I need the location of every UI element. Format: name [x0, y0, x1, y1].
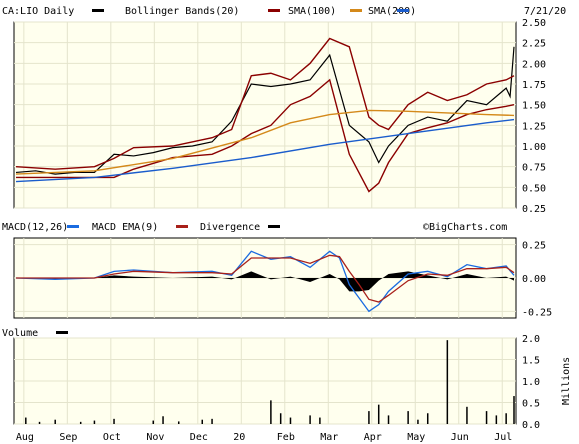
macd-y-tick: 0.00: [522, 274, 546, 285]
price-y-tick: 0.25: [522, 204, 546, 215]
volume-y-tick: 0.0: [522, 420, 540, 431]
price-series-group: [15, 37, 515, 193]
sma100-label: SMA(100): [288, 6, 336, 17]
date-label: 7/21/20: [524, 6, 566, 17]
price-y-axis: 2.50 2.25 2.00 1.75 1.50 1.25 1.00 0.75 0.50 0.25: [522, 18, 546, 215]
x-tick: May: [407, 432, 425, 443]
price-y-tick: 1.50: [522, 101, 546, 112]
volume-series-group: [25, 340, 515, 424]
x-tick: Mar: [320, 432, 338, 443]
x-tick: Feb: [277, 432, 295, 443]
price-series-4: [15, 118, 515, 183]
price-panel: [13, 21, 517, 209]
x-tick: Jul: [494, 432, 512, 443]
divergence-area: [16, 271, 514, 292]
price-y-tick: 2.00: [522, 59, 546, 70]
price-y-tick: 1.25: [522, 121, 546, 132]
divergence-legend-swatch: [268, 225, 280, 228]
x-tick: Aug: [16, 432, 34, 443]
price-series-3: [15, 109, 515, 175]
volume-y-tick: 0.5: [522, 399, 540, 410]
watermark: ©BigCharts.com: [423, 222, 507, 233]
price-y-tick: 1.75: [522, 80, 546, 91]
x-tick: Jun: [451, 432, 469, 443]
price-y-tick: 0.50: [522, 183, 546, 194]
macd-ema-line: [16, 254, 515, 303]
bollinger-legend-swatch: [268, 9, 280, 12]
symbol-label: CA:LIO Daily: [2, 6, 74, 17]
volume-units-label: Millions: [561, 357, 572, 405]
price-series-1: [15, 37, 515, 170]
sma200-label: SMA(200): [368, 6, 416, 17]
macd-series-group: [15, 250, 515, 313]
ema-legend-swatch: [176, 225, 188, 228]
x-axis: Aug Sep Oct Nov Dec 20 Feb Mar Apr May Jun Jul: [16, 432, 512, 443]
x-tick: Apr: [364, 432, 382, 443]
macd-ema-label: MACD EMA(9): [92, 222, 158, 233]
x-tick: Nov: [146, 432, 164, 443]
volume-y-tick: 2.0: [522, 334, 540, 345]
price-series-0: [15, 46, 515, 175]
price-y-tick: 1.00: [522, 142, 546, 153]
sma100-legend-swatch: [350, 9, 362, 12]
macd-label: MACD(12,26): [2, 222, 68, 233]
macd-line: [15, 250, 515, 313]
volume-y-axis: 2.0 1.5 1.0 0.5 0.0: [522, 334, 540, 431]
price-series-2: [16, 78, 515, 193]
x-tick: 20: [233, 432, 245, 443]
volume-legend-swatch: [56, 331, 68, 334]
volume-y-tick: 1.0: [522, 377, 540, 388]
x-tick: Dec: [190, 432, 208, 443]
macd-y-axis: 0.25 0.00 -0.25: [522, 241, 552, 319]
macd-y-tick: 0.25: [522, 241, 546, 252]
volume-y-tick: 1.5: [522, 356, 540, 367]
x-tick: Sep: [59, 432, 77, 443]
macd-y-tick: -0.25: [522, 307, 552, 318]
volume-label: Volume: [2, 328, 38, 339]
price-y-tick: 0.75: [522, 163, 546, 174]
bollinger-label: Bollinger Bands(20): [125, 6, 239, 17]
sma200-legend-swatch: [397, 9, 409, 12]
price-legend-swatch: [92, 9, 104, 12]
macd-legend-swatch: [67, 225, 79, 228]
divergence-label: Divergence: [200, 222, 260, 233]
price-y-tick: 2.25: [522, 39, 546, 50]
price-y-tick: 2.50: [522, 18, 546, 29]
x-tick: Oct: [103, 432, 121, 443]
